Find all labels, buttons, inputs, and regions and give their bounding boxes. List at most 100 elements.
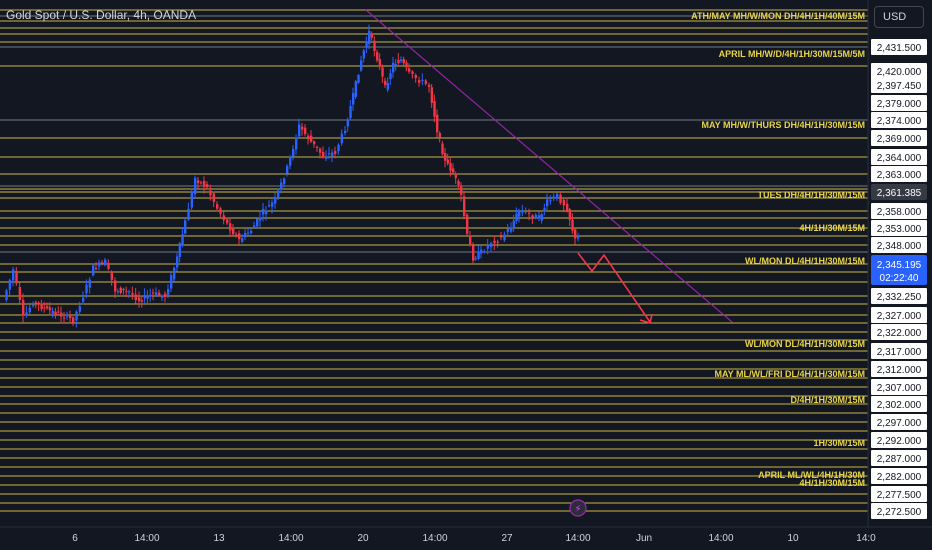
candle-body: [368, 30, 371, 45]
candle-body: [402, 59, 406, 64]
candle-body: [428, 84, 431, 87]
current-price-badge: [871, 255, 927, 285]
candle-body: [474, 258, 478, 260]
candle-body: [480, 249, 483, 254]
time-tick-label: Jun: [636, 533, 652, 544]
level-label: ATH/MAY MH/W/MON DH/4H/1H/40M/15M: [691, 11, 865, 21]
price-tick-bg: [871, 95, 927, 111]
candle-body: [449, 163, 452, 171]
price-tick-label: 2,282.000: [877, 472, 922, 483]
candle-body: [289, 156, 292, 166]
price-tick-label: 2,307.000: [877, 383, 922, 394]
candle-body: [149, 294, 152, 297]
candle-body: [319, 148, 322, 153]
candle-body: [66, 314, 69, 317]
price-tick-label: 2,272.500: [877, 507, 922, 518]
candle-body: [18, 287, 22, 300]
overlays-layer: ⚡: [365, 9, 733, 517]
price-tick-label: 2,317.000: [877, 347, 922, 358]
candle-body: [48, 307, 52, 311]
candle-body: [170, 275, 173, 289]
candle-body: [469, 235, 472, 246]
candle-body: [457, 181, 460, 186]
price-tick-label: 2,345.195: [877, 260, 922, 271]
candle-body: [354, 81, 358, 97]
candle-body: [72, 317, 75, 323]
candle-body: [540, 214, 544, 221]
candle-body: [352, 93, 355, 105]
trend-line: [365, 9, 733, 323]
candle-body: [88, 279, 92, 288]
candle-body: [82, 297, 85, 302]
candle-body: [268, 204, 271, 207]
candle-body: [98, 262, 101, 267]
candle-body: [176, 256, 179, 268]
candle-body: [346, 120, 350, 127]
candle-body: [85, 284, 88, 294]
price-tick-bg: [871, 77, 927, 93]
candle-body: [543, 208, 546, 212]
level-label: 1H/30M/15M: [813, 438, 865, 448]
price-tick-label: 2,287.000: [877, 454, 922, 465]
price-tick-bg: [871, 450, 927, 466]
candle-body: [521, 210, 524, 213]
candle-body: [203, 180, 206, 187]
time-tick-label: 14:00: [708, 533, 733, 544]
price-axis[interactable]: 2,431.500 2,420.000 2,397.450 2,379.000 2,37…: [867, 0, 932, 550]
candle-body: [140, 300, 144, 302]
price-tick-bg: [871, 220, 927, 236]
candle-body: [397, 59, 400, 64]
candle-body: [187, 208, 190, 220]
candle-body: [441, 143, 444, 155]
candle-body: [500, 236, 503, 238]
candle-body: [25, 312, 28, 316]
time-tick-label: 14:00: [134, 533, 159, 544]
candle-body: [178, 243, 182, 257]
price-tick-bg: [871, 343, 927, 359]
candle-body: [313, 141, 316, 145]
candle-body: [155, 292, 158, 295]
candle-body: [69, 315, 72, 319]
candle-body: [256, 218, 259, 227]
price-tick-label: 2,361.385: [877, 188, 922, 199]
price-tick-label: 2,397.450: [877, 81, 922, 92]
price-tick-bg: [871, 288, 927, 304]
candle-body: [405, 62, 408, 68]
currency-button[interactable]: USD: [874, 6, 924, 28]
candle-body: [381, 67, 384, 77]
candle-body: [304, 127, 307, 134]
level-label: D/4H/1H/30M/15M: [790, 395, 865, 405]
price-tick-bg: [871, 361, 927, 377]
candle-body: [418, 80, 421, 83]
price-tick-label: 2,332.250: [877, 292, 922, 303]
candle-body: [167, 288, 170, 295]
candle-body: [528, 212, 531, 214]
candle-body: [556, 193, 559, 199]
candle-body: [283, 178, 286, 185]
candle-body: [107, 262, 110, 269]
price-tick-label: 2,353.000: [877, 224, 922, 235]
candle-body: [365, 41, 368, 48]
price-tick-label: 2,327.000: [877, 311, 922, 322]
candle-body: [370, 33, 374, 38]
candle-body: [40, 303, 43, 310]
candle-body: [15, 270, 18, 284]
candle-body: [357, 74, 360, 83]
candle-body: [430, 87, 434, 103]
time-tick-label: 10: [787, 533, 799, 544]
candle-body: [534, 214, 538, 219]
candle-body: [92, 265, 95, 276]
candle-body: [446, 159, 450, 164]
candle-body: [503, 234, 506, 241]
candle-body: [552, 196, 556, 199]
candle-body: [125, 290, 128, 292]
time-axis[interactable]: 6 14:00 13 14:00 20 14:00 27 14:00 Jun 14:00 10 14:…: [0, 526, 932, 544]
candle-body: [262, 209, 265, 215]
candle-body: [493, 240, 496, 244]
candle-body: [184, 220, 187, 234]
candle-body: [325, 156, 328, 159]
level-label: MAY MH/W/THURS DH/4H/1H/30M/15M: [701, 120, 865, 130]
candle-body: [253, 225, 256, 228]
price-tick-bg: [871, 486, 927, 502]
